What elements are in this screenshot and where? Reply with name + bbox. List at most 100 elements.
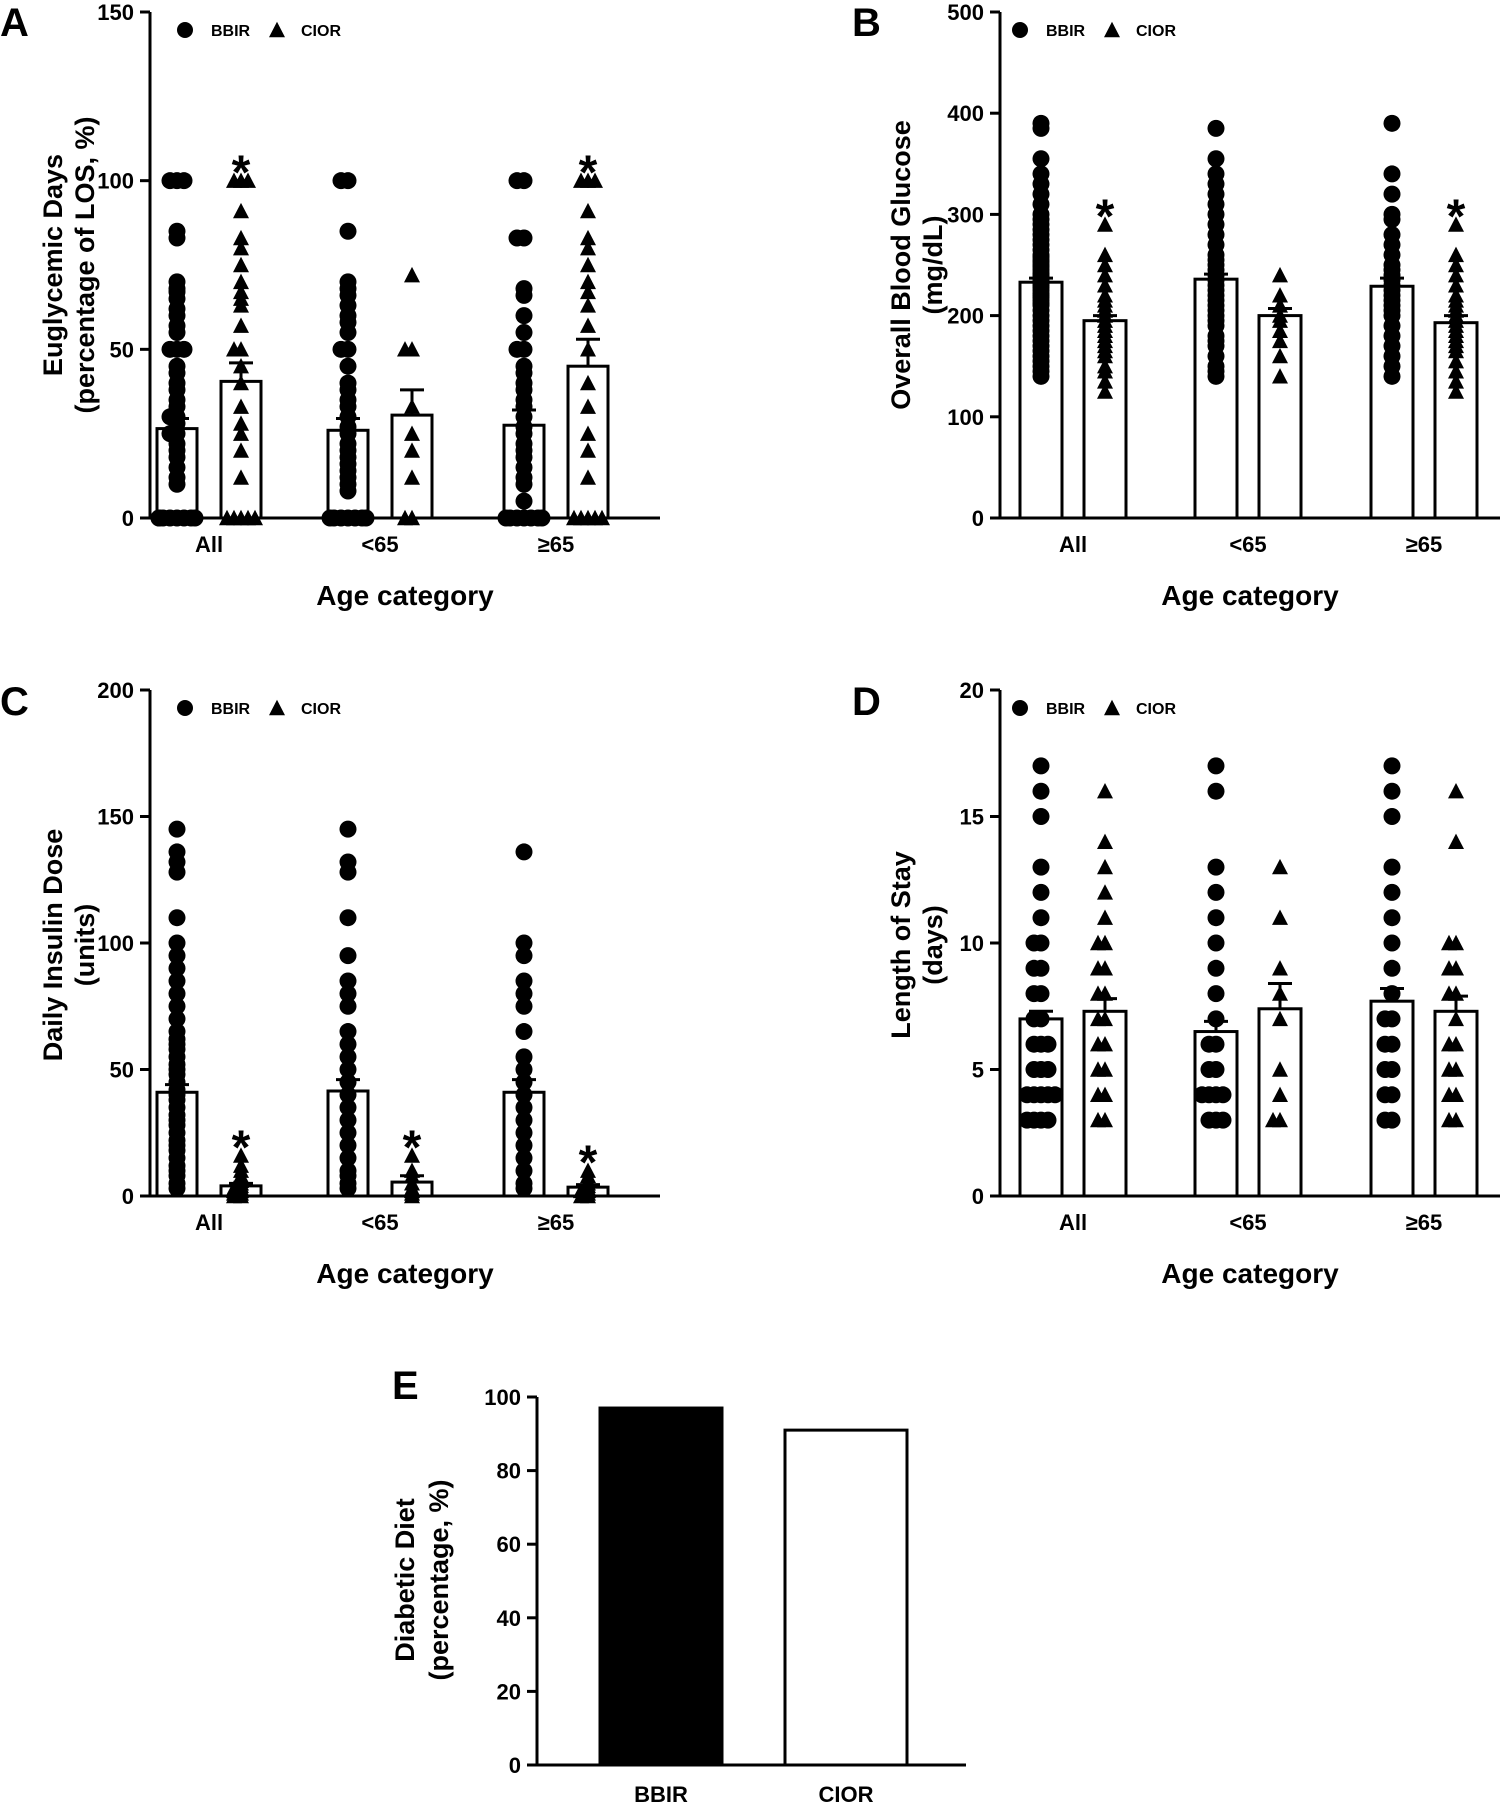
panel-b-xlabel: Age category xyxy=(1161,580,1339,611)
panel-a-point-cior xyxy=(233,202,249,219)
panel-c-point-bbir xyxy=(515,972,533,990)
panel-b-point-cior xyxy=(1272,368,1288,384)
panel-c-point-bbir xyxy=(339,1111,357,1129)
panel-d-point-bbir xyxy=(1032,883,1050,901)
panel-c-point-bbir xyxy=(339,909,357,927)
panel-c-point-bbir xyxy=(168,997,186,1015)
panel-c-ylabel-line1: Daily Insulin Dose xyxy=(38,829,68,1062)
panel-b-ytick-label: 400 xyxy=(947,101,984,126)
panel-b-point-bbir xyxy=(1207,150,1225,168)
panel-c-point-bbir xyxy=(339,1023,357,1041)
panel-d-point-cior xyxy=(1090,934,1106,951)
panel-c-point-bbir xyxy=(339,947,357,965)
panel-a-point-cior xyxy=(233,317,249,333)
panel-d-point-cior xyxy=(1272,1061,1288,1077)
panel-c-point-cior xyxy=(233,1147,249,1163)
panel-b-point-bbir xyxy=(1383,226,1401,244)
panel-c-point-bbir xyxy=(339,853,357,871)
panel-c-point-bbir xyxy=(515,1086,533,1104)
panel-d-point-bbir xyxy=(1200,1061,1218,1078)
panel-a-xlabel: Age category xyxy=(316,580,494,611)
panel-a-category-label: All xyxy=(195,532,223,557)
panel-c-category-label: ≥65 xyxy=(538,1210,575,1235)
panel-b-point-cior xyxy=(1097,256,1113,273)
panel-c-point-bbir xyxy=(515,1149,533,1167)
panel-b-point-cior xyxy=(1097,383,1113,399)
panel-c-label: C xyxy=(0,680,29,724)
panel-d-point-bbir xyxy=(1018,1111,1036,1129)
panel-d-point-cior xyxy=(1097,909,1113,925)
panel-a-point-cior xyxy=(580,398,596,414)
panel-b-point-cior xyxy=(1448,373,1464,389)
panel-d-point-cior xyxy=(1097,858,1113,875)
panel-b-point-cior xyxy=(1448,363,1464,379)
panel-d-point-bbir xyxy=(1039,1035,1057,1053)
panel-c-point-bbir xyxy=(339,1086,357,1104)
panel-a-category-label: <65 xyxy=(361,532,398,557)
panel-c-point-bbir xyxy=(515,1061,533,1078)
panel-a-point-cior xyxy=(580,317,596,333)
panel-a-significance-marker: * xyxy=(579,147,598,200)
panel-a-point-bbir xyxy=(339,374,357,392)
panel-b-point-cior xyxy=(1448,352,1464,369)
panel-c-point-bbir xyxy=(515,947,533,965)
panel-c-point-bbir xyxy=(515,1098,533,1116)
panel-c-point-bbir xyxy=(168,985,186,1003)
panel-a-point-cior xyxy=(404,469,420,485)
panel-d-point-bbir xyxy=(1032,858,1050,876)
panel-a-point-bbir xyxy=(161,340,179,358)
panel-a-legend-marker-cior xyxy=(269,21,285,38)
panel-a-point-bbir xyxy=(339,273,357,291)
panel-c-point-bbir xyxy=(339,820,357,838)
panel-b-legend-label-bbir: BBIR xyxy=(1046,23,1086,40)
panel-a-point-bbir xyxy=(508,229,526,247)
panel-d-point-bbir xyxy=(1046,1086,1064,1104)
panel-d-point-bbir xyxy=(1207,858,1225,876)
panel-e-ytick-label: 20 xyxy=(497,1679,521,1704)
panel-c-point-bbir xyxy=(515,1111,533,1129)
panel-b-ytick-label: 0 xyxy=(972,506,984,531)
panel-c-category-label: All xyxy=(195,1210,223,1235)
panel-d-point-cior xyxy=(1090,985,1106,1001)
panel-a-point-cior xyxy=(404,442,420,458)
panel-a-point-bbir xyxy=(515,357,533,375)
panel-e-category-label: BBIR xyxy=(634,1782,688,1806)
panel-c-point-cior xyxy=(580,1162,596,1178)
panel-a-point-cior xyxy=(233,239,249,256)
panel-a-point-cior xyxy=(580,425,596,441)
panel-d-point-cior xyxy=(1448,833,1464,849)
panel-b-point-cior xyxy=(1097,373,1113,389)
panel-d-ytick-label: 20 xyxy=(960,678,984,703)
panel-b-point-bbir xyxy=(1032,150,1050,168)
panel-a-point-bbir xyxy=(168,222,186,240)
panel-a-point-bbir xyxy=(339,222,357,240)
panel-d-ylabel-line2: (days) xyxy=(918,905,948,985)
panel-e-bar-bbir xyxy=(598,1406,724,1767)
panel-d-point-bbir xyxy=(1383,909,1401,927)
panel-a-point-bbir xyxy=(168,273,186,291)
panel-b-point-cior xyxy=(1097,358,1113,374)
panel-d-legend-label-bbir: BBIR xyxy=(1046,701,1086,718)
panel-d-point-bbir xyxy=(1039,1111,1057,1129)
panel-c-legend-marker-bbir xyxy=(177,700,193,716)
panel-c-point-bbir xyxy=(515,1023,533,1041)
panel-a-bar xyxy=(566,364,610,520)
panel-a-ylabel-line1: Euglycemic Days xyxy=(38,154,68,376)
panel-a-point-cior xyxy=(580,283,596,300)
panel-a-ylabel-line2: (percentage of LOS, %) xyxy=(70,116,100,413)
panel-a-point-bbir xyxy=(515,492,533,510)
panel-d-category-label: <65 xyxy=(1229,1210,1266,1235)
panel-b-significance-marker: * xyxy=(1096,191,1115,244)
panel-b-point-cior xyxy=(1097,277,1113,293)
panel-b-point-cior xyxy=(1448,216,1464,232)
panel-a-point-cior xyxy=(233,256,249,273)
panel-a-ytick-label: 100 xyxy=(97,169,134,194)
panel-c-point-bbir xyxy=(515,843,533,861)
panel-b-ytick-label: 100 xyxy=(947,405,984,430)
panel-d-point-cior xyxy=(1090,1010,1106,1027)
panel-b-point-bbir xyxy=(1383,165,1401,183)
panel-b-point-cior xyxy=(1272,347,1288,364)
panel-d-point-bbir xyxy=(1383,934,1401,952)
panel-b-point-cior xyxy=(1272,322,1288,338)
panel-b-point-cior xyxy=(1448,287,1464,303)
